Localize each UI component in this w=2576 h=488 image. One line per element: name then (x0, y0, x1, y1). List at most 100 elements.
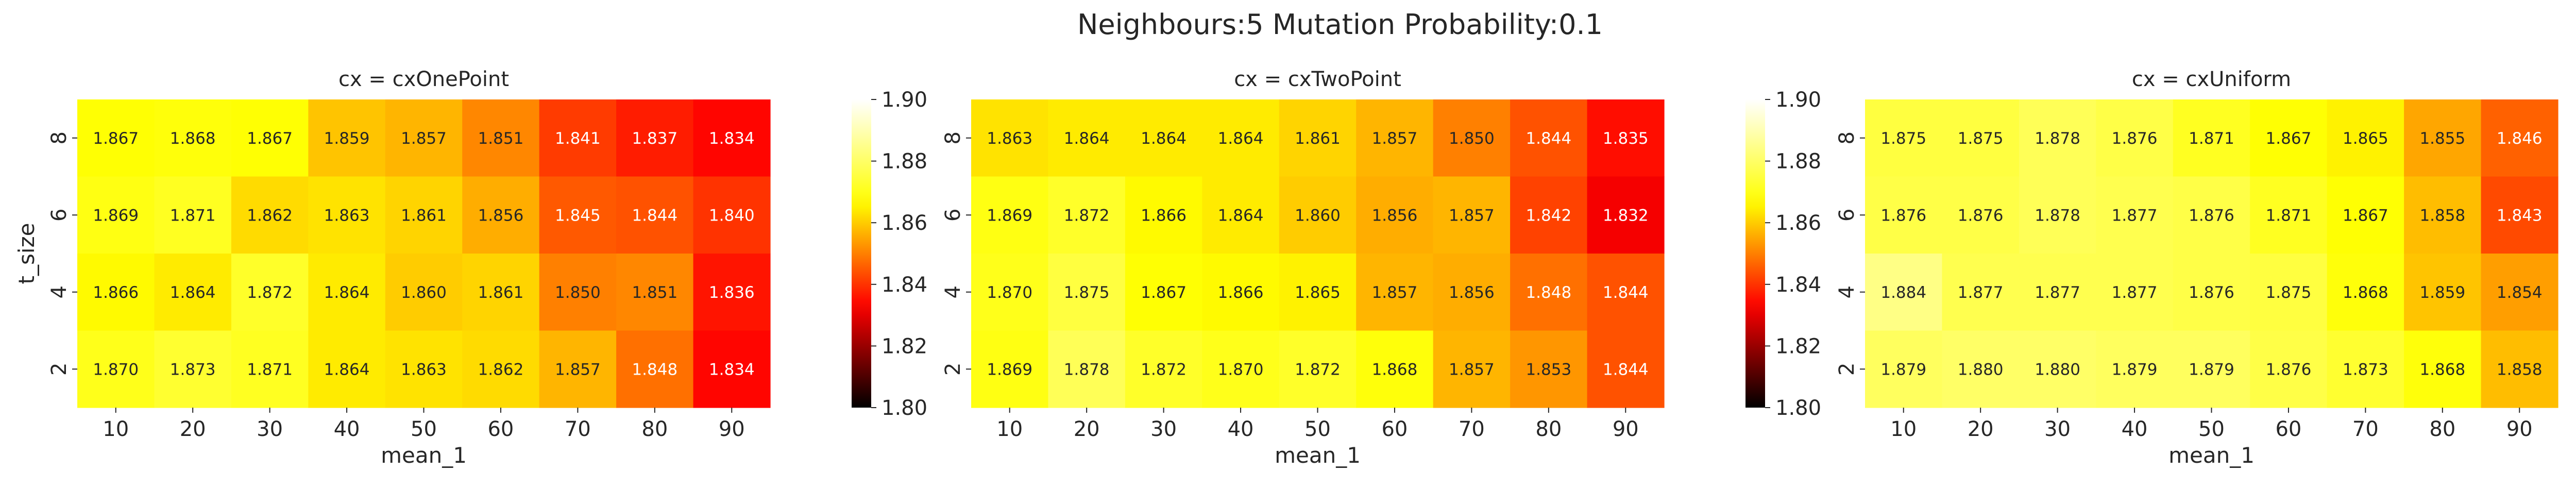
heatmap-cell (2019, 176, 2096, 254)
heatmap-cell (1942, 99, 2020, 177)
heatmap-cell (2481, 99, 2558, 177)
heatmap-cell (1356, 99, 1434, 177)
cell-label: 1.853 (1526, 360, 1571, 379)
cell-label: 1.877 (2112, 206, 2158, 225)
heatmap-cell (1433, 99, 1511, 177)
cell-label: 1.857 (401, 129, 447, 148)
heatmap-cell (2019, 254, 2096, 331)
cell-label: 1.873 (170, 360, 216, 379)
heatmap-cell (308, 254, 386, 331)
heatmap-cell (1356, 176, 1434, 254)
cell-label: 1.871 (2266, 206, 2312, 225)
cell-label: 1.868 (170, 129, 216, 148)
heatmap-cell (1125, 99, 1202, 177)
heatmap-cell (1942, 254, 2020, 331)
cell-label: 1.876 (2189, 283, 2234, 302)
heatmap-cell (693, 99, 771, 177)
heatmap-cell (2250, 176, 2328, 254)
cell-label: 1.848 (632, 360, 677, 379)
cell-label: 1.844 (1603, 283, 1649, 302)
heatmap-cell (1279, 330, 1357, 408)
heatmap-cell (2404, 99, 2482, 177)
cell-label: 1.862 (478, 360, 524, 379)
panel-title: cx = cxTwoPoint (1234, 68, 1401, 91)
cell-label: 1.867 (1141, 283, 1187, 302)
colorbar-tick-label: 1.88 (882, 150, 927, 174)
x-tick-label: 20 (1074, 417, 1100, 441)
x-tick-label: 80 (641, 417, 668, 441)
heatmap-cell (77, 99, 155, 177)
heatmap-cell (154, 99, 232, 177)
cell-label: 1.879 (1880, 360, 1926, 379)
cell-label: 1.864 (1218, 129, 1264, 148)
cell-label: 1.878 (2035, 206, 2080, 225)
heatmap-cell (971, 254, 1049, 331)
heatmap-cell (2404, 330, 2482, 408)
heatmap-cell (1587, 176, 1665, 254)
x-tick-label: 90 (719, 417, 745, 441)
heatmap-cell (77, 176, 155, 254)
y-axis-label: t_size (14, 223, 39, 284)
heatmap-cell (616, 176, 694, 254)
cell-label: 1.872 (1064, 206, 1110, 225)
heatmap-cell (462, 176, 540, 254)
heatmap-cell (2481, 176, 2558, 254)
cell-label: 1.850 (555, 283, 601, 302)
cell-label: 1.880 (1958, 360, 2004, 379)
heatmap-cell (1202, 330, 1280, 408)
x-tick-label: 50 (411, 417, 437, 441)
heatmap-cell (2173, 176, 2250, 254)
cell-label: 1.875 (1880, 129, 1926, 148)
cell-label: 1.866 (93, 283, 139, 302)
cell-label: 1.876 (2189, 206, 2234, 225)
x-tick-label: 20 (1968, 417, 1994, 441)
cell-label: 1.864 (1218, 206, 1264, 225)
colorbar-tick-label: 1.82 (1775, 334, 1821, 358)
heatmap-cell (616, 99, 694, 177)
heatmap-cell (1942, 330, 2020, 408)
cell-label: 1.876 (2112, 129, 2158, 148)
cell-label: 1.864 (324, 360, 370, 379)
cell-label: 1.857 (1372, 283, 1418, 302)
x-tick-label: 40 (2122, 417, 2148, 441)
colorbar (1745, 99, 1765, 408)
heatmap-cell (1510, 99, 1588, 177)
cell-label: 1.844 (1603, 360, 1649, 379)
cell-label: 1.864 (170, 283, 216, 302)
cell-label: 1.867 (2343, 206, 2388, 225)
x-tick-label: 80 (1535, 417, 1562, 441)
heatmap-cell (231, 176, 309, 254)
cell-label: 1.878 (1064, 360, 1110, 379)
heatmap-cell (2250, 99, 2328, 177)
cell-label: 1.848 (1526, 283, 1571, 302)
heatmap-cell (231, 254, 309, 331)
cell-label: 1.876 (1880, 206, 1926, 225)
heatmap-cell (2327, 254, 2404, 331)
heatmap-cell (971, 176, 1049, 254)
cell-label: 1.857 (1372, 129, 1418, 148)
cell-label: 1.863 (324, 206, 370, 225)
heatmap-cell (231, 99, 309, 177)
cell-label: 1.879 (2112, 360, 2158, 379)
colorbar (852, 99, 871, 408)
cell-label: 1.854 (2497, 283, 2543, 302)
x-tick-label: 40 (1228, 417, 1254, 441)
cell-label: 1.870 (987, 283, 1032, 302)
heatmap-cell (2096, 330, 2174, 408)
heatmap-cell (2327, 176, 2404, 254)
heatmap-cell (308, 99, 386, 177)
cell-label: 1.844 (632, 206, 677, 225)
y-tick-label: 8 (1835, 131, 1859, 144)
heatmap-cell (462, 254, 540, 331)
x-tick-label: 60 (487, 417, 514, 441)
cell-label: 1.868 (1372, 360, 1418, 379)
heatmap-cell (539, 330, 617, 408)
heatmap-cell (2096, 176, 2174, 254)
cell-label: 1.884 (1880, 283, 1926, 302)
heatmap-cell (2327, 330, 2404, 408)
heatmap-cell (1587, 254, 1665, 331)
heatmap-cell (1433, 330, 1511, 408)
cell-label: 1.855 (2419, 129, 2465, 148)
